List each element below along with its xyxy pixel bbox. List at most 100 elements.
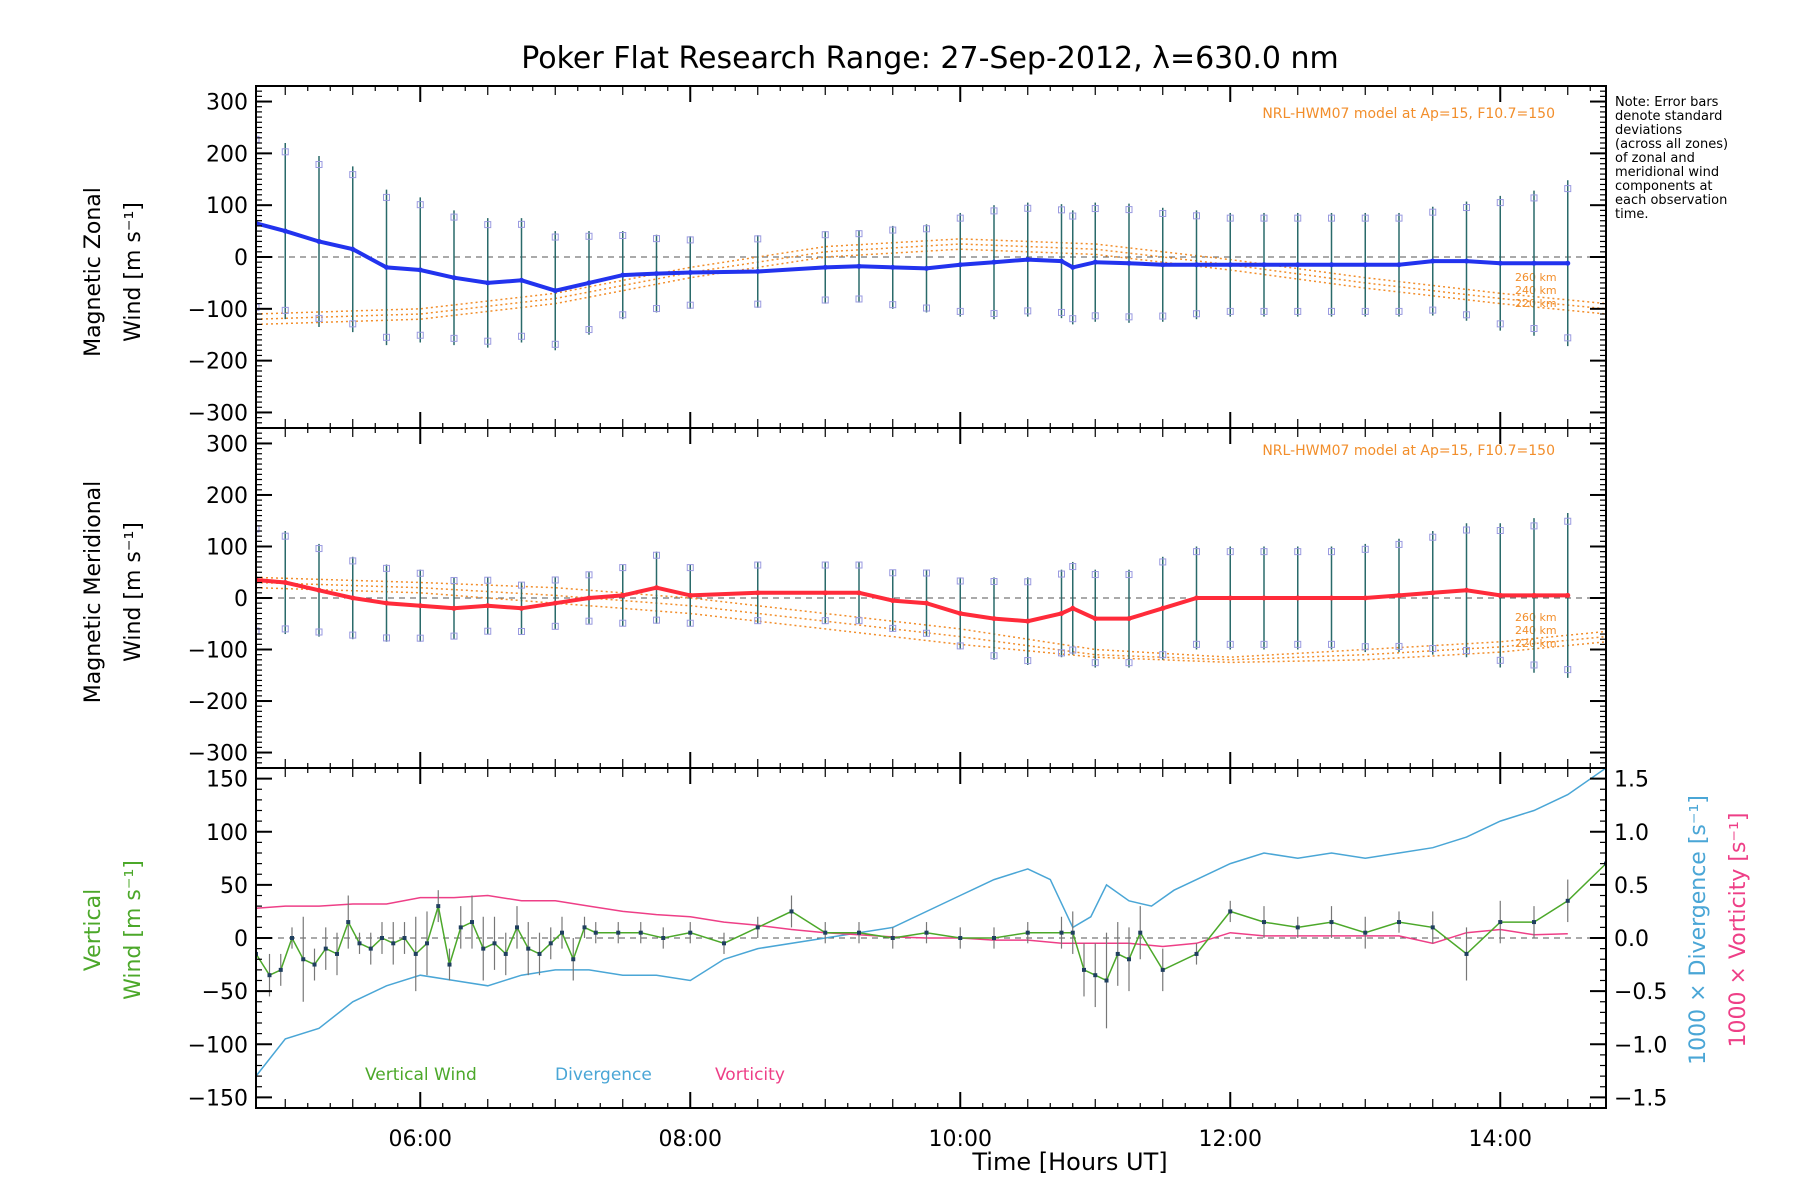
zone-sample-marker: [956, 307, 964, 315]
zone-sample-marker: [889, 624, 897, 632]
zone-sample-marker: [990, 309, 998, 317]
zonal-wind-point: [1261, 262, 1267, 268]
meridional-wind-point: [890, 598, 896, 604]
meridional-wind-point: [620, 592, 626, 598]
y-tick-label: 50: [220, 874, 248, 899]
zone-sample-marker: [585, 232, 593, 240]
note-line: of zonal and: [1615, 151, 1695, 166]
zone-sample-marker: [1069, 212, 1077, 220]
legend-divergence: Divergence: [555, 1065, 652, 1085]
zone-sample-marker: [585, 326, 593, 334]
zone-sample-marker: [1294, 307, 1302, 315]
y-tick-label: 150: [206, 768, 248, 793]
vertical-wind-point: [823, 930, 828, 935]
zone-sample-marker: [1463, 647, 1470, 655]
vertical-wind-point: [890, 936, 895, 940]
meridional-wind-point: [485, 603, 491, 609]
zone-sample-marker: [1226, 307, 1234, 315]
zone-sample-marker: [923, 304, 930, 312]
zone-sample-marker: [1260, 214, 1268, 222]
zone-sample-marker: [1294, 640, 1302, 648]
vertical-wind-point: [481, 946, 486, 951]
zone-sample-marker: [383, 193, 390, 201]
meridional-wind-point: [1329, 595, 1334, 601]
zone-sample-marker: [1395, 540, 1403, 548]
zonal-wind-point: [687, 270, 693, 276]
zone-sample-marker: [450, 576, 458, 584]
vertical-wind-point: [593, 930, 598, 935]
vertical-wind-point: [722, 941, 726, 946]
zone-sample-marker: [1395, 214, 1403, 222]
zone-sample-marker: [256, 627, 260, 635]
zone-sample-marker: [1530, 325, 1538, 333]
zonal-wind-point: [552, 288, 558, 294]
vertical-wind-point: [789, 909, 794, 914]
zone-sample-marker: [1328, 640, 1335, 648]
zone-sample-marker: [1294, 214, 1302, 222]
meridional-wind-point: [1565, 592, 1571, 598]
zonal-wind-point: [1531, 260, 1537, 266]
vertical-wind-point: [1532, 920, 1536, 925]
zonal-wind-point: [485, 280, 491, 286]
vertical-wind-point: [1329, 920, 1334, 925]
vertical-wind-point: [301, 957, 306, 962]
zone-sample-marker: [1564, 517, 1572, 525]
vertical-wind-point: [346, 920, 351, 925]
zone-sample-marker: [518, 581, 525, 589]
zone-sample-marker: [1226, 548, 1234, 556]
vertical-wind-point: [1082, 967, 1086, 972]
zone-sample-marker: [256, 135, 260, 143]
vertical-wind-point: [1138, 930, 1143, 935]
vertical-wind-point: [1025, 930, 1030, 935]
zonal-alt-label: 260 km: [1515, 271, 1557, 284]
vertical-wind-panel: Vertical Wind [m s⁻¹] 1000 × Divergence …: [81, 795, 1751, 1176]
legend-vertical-wind: Vertical Wind: [365, 1065, 477, 1085]
zone-sample-marker: [315, 314, 323, 322]
zone-sample-marker: [619, 619, 627, 627]
zone-sample-marker: [1125, 313, 1133, 321]
zonal-wind-point: [350, 246, 356, 252]
vertical-ylabel-line2: Wind [m s⁻¹]: [121, 860, 146, 1000]
zone-sample-marker: [1361, 545, 1369, 553]
zone-sample-marker: [990, 578, 998, 586]
meridional-wind-point: [1227, 595, 1233, 601]
meridional-ylabel-line2: Wind [m s⁻¹]: [121, 522, 146, 662]
zone-sample-marker: [754, 235, 762, 243]
divergence-ylabel: 1000 × Divergence [s⁻¹]: [1686, 795, 1711, 1065]
zone-sample-marker: [923, 225, 930, 233]
y-tick-label: 200: [206, 484, 248, 509]
zone-sample-marker: [990, 207, 998, 215]
zone-sample-marker: [416, 634, 424, 642]
vertical-wind-point: [278, 967, 283, 972]
zonal-wind-point: [519, 277, 524, 283]
note-line: denote standard: [1615, 109, 1722, 124]
zone-sample-marker: [1260, 548, 1268, 556]
meridional-wind-point: [1059, 610, 1064, 616]
meridional-wind-point: [586, 595, 592, 601]
zone-sample-marker: [1361, 307, 1369, 315]
zone-sample-marker: [923, 569, 930, 577]
vertical-wind-point: [1059, 930, 1064, 935]
note-line: components at: [1615, 179, 1713, 194]
vertical-wind-point: [616, 930, 621, 935]
zone-sample-marker: [1193, 212, 1200, 220]
zone-sample-marker: [349, 631, 357, 639]
y2-tick-label: −1.0: [1614, 1033, 1667, 1058]
vertical-wind-point: [1194, 951, 1199, 956]
vertical-wind-point: [857, 930, 861, 935]
zone-sample-marker: [1463, 204, 1470, 212]
zone-sample-marker: [1193, 548, 1200, 556]
meridional-wind-point: [1430, 590, 1436, 596]
zone-sample-marker: [416, 569, 424, 577]
meridional-wind-point: [1160, 605, 1166, 611]
zone-sample-marker: [1564, 666, 1572, 674]
meridional-wind-point: [316, 587, 322, 593]
meridional-wind-point: [1295, 595, 1301, 601]
vertical-wind-point: [992, 936, 996, 940]
zone-sample-marker: [653, 551, 660, 559]
zonal-wind-point: [991, 259, 997, 265]
zone-sample-marker: [889, 226, 897, 234]
meridional-mean-wind-line: [256, 578, 1568, 624]
zone-sample-marker: [1328, 307, 1335, 315]
vertical-wind-point: [1430, 925, 1435, 930]
